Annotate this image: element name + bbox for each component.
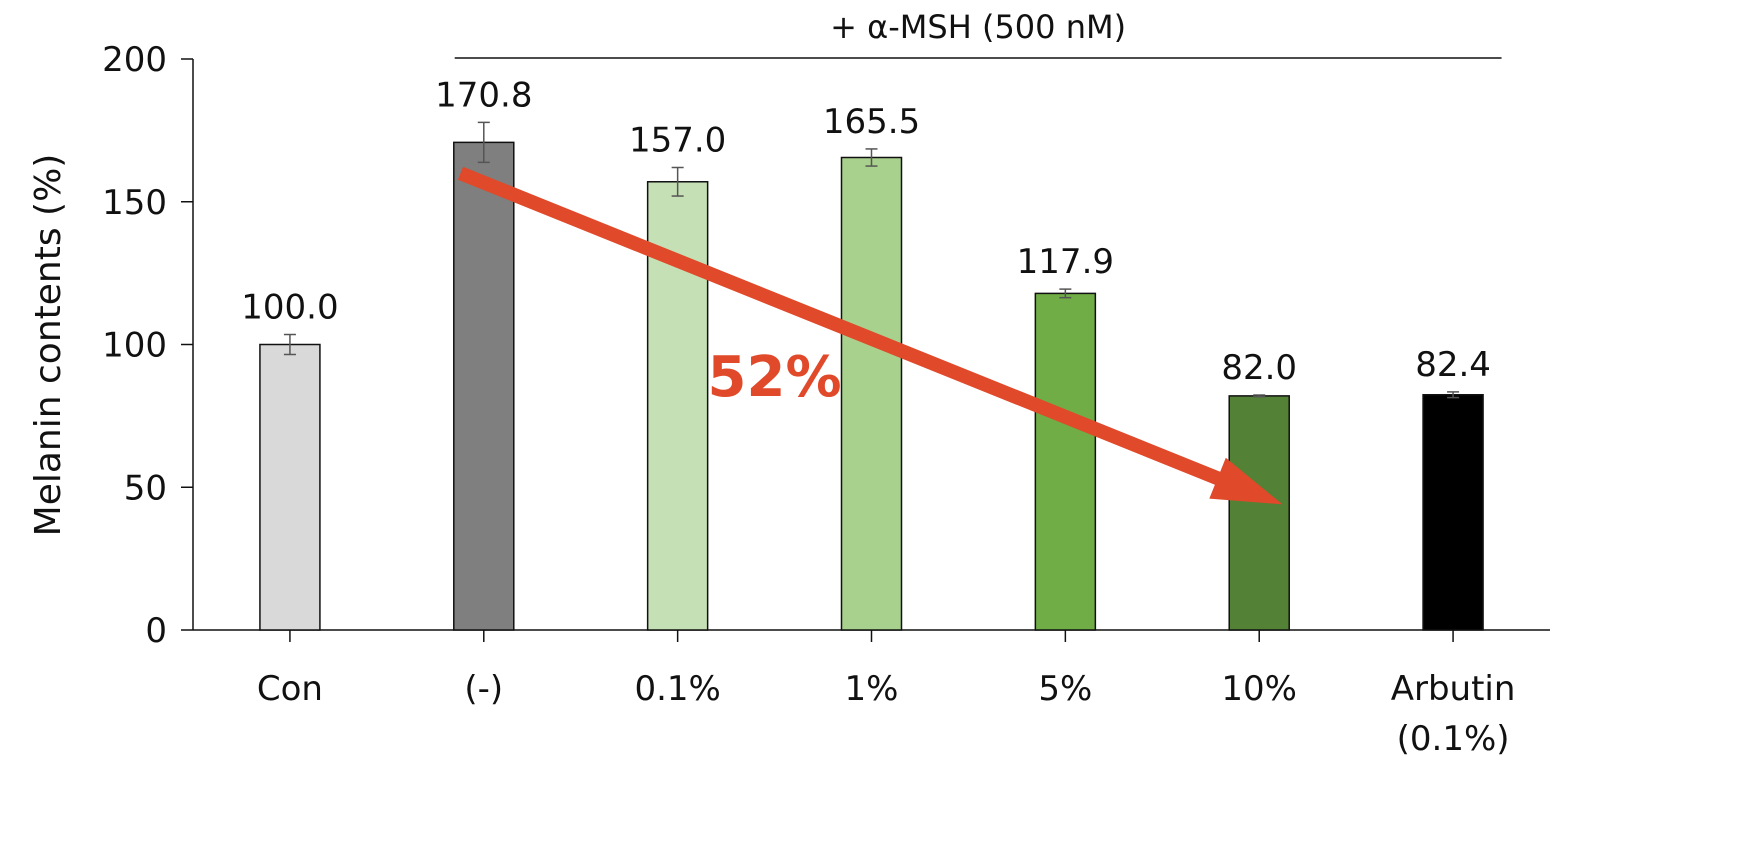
y-axis-title: Melanin contents (%) bbox=[28, 154, 69, 537]
x-axis bbox=[193, 629, 1550, 642]
bar bbox=[1422, 393, 1484, 631]
category-label: (-) bbox=[464, 669, 503, 709]
bar bbox=[259, 343, 321, 631]
y-tick-label: 100 bbox=[102, 326, 167, 366]
error-bars bbox=[283, 121, 1460, 399]
value-labels: 100.0 170.8 157.0 165.5 117.9 82.0 82.4 bbox=[241, 75, 1491, 388]
bar bbox=[1034, 292, 1097, 631]
bars bbox=[259, 141, 1484, 631]
trend-annotation-label: 52% bbox=[708, 345, 842, 410]
bar bbox=[453, 141, 515, 631]
category-label: 10% bbox=[1221, 669, 1297, 709]
y-tick-label: 200 bbox=[102, 40, 167, 80]
category-label: Arbutin bbox=[1391, 669, 1516, 709]
value-label: 82.4 bbox=[1415, 345, 1491, 385]
category-label: Con bbox=[257, 669, 323, 709]
group-header: + α-MSH (500 nM) bbox=[454, 8, 1502, 59]
value-label: 157.0 bbox=[629, 120, 726, 160]
trend-annotation: 52% bbox=[457, 166, 1283, 505]
y-tick-label: 0 bbox=[145, 611, 167, 651]
value-label: 82.0 bbox=[1221, 348, 1297, 388]
bar bbox=[840, 156, 903, 631]
value-label: 170.8 bbox=[435, 75, 532, 115]
value-label: 165.5 bbox=[823, 102, 920, 142]
trend-arrow bbox=[457, 166, 1283, 505]
group-header-label: + α-MSH (500 nM) bbox=[830, 8, 1126, 46]
category-label: (0.1%) bbox=[1397, 719, 1510, 759]
category-labels: Con (-) 0.1% 1% 5% 10% Arbutin (0.1%) bbox=[257, 669, 1516, 759]
category-label: 0.1% bbox=[634, 669, 720, 709]
category-label: 5% bbox=[1038, 669, 1092, 709]
value-label: 117.9 bbox=[1017, 242, 1114, 282]
y-tick-label: 50 bbox=[124, 468, 167, 508]
y-axis: 0 50 100 150 200 bbox=[102, 40, 194, 651]
value-label: 100.0 bbox=[241, 288, 338, 328]
bar bbox=[1228, 395, 1290, 631]
category-label: 1% bbox=[845, 669, 899, 709]
y-tick-label: 150 bbox=[102, 183, 167, 223]
